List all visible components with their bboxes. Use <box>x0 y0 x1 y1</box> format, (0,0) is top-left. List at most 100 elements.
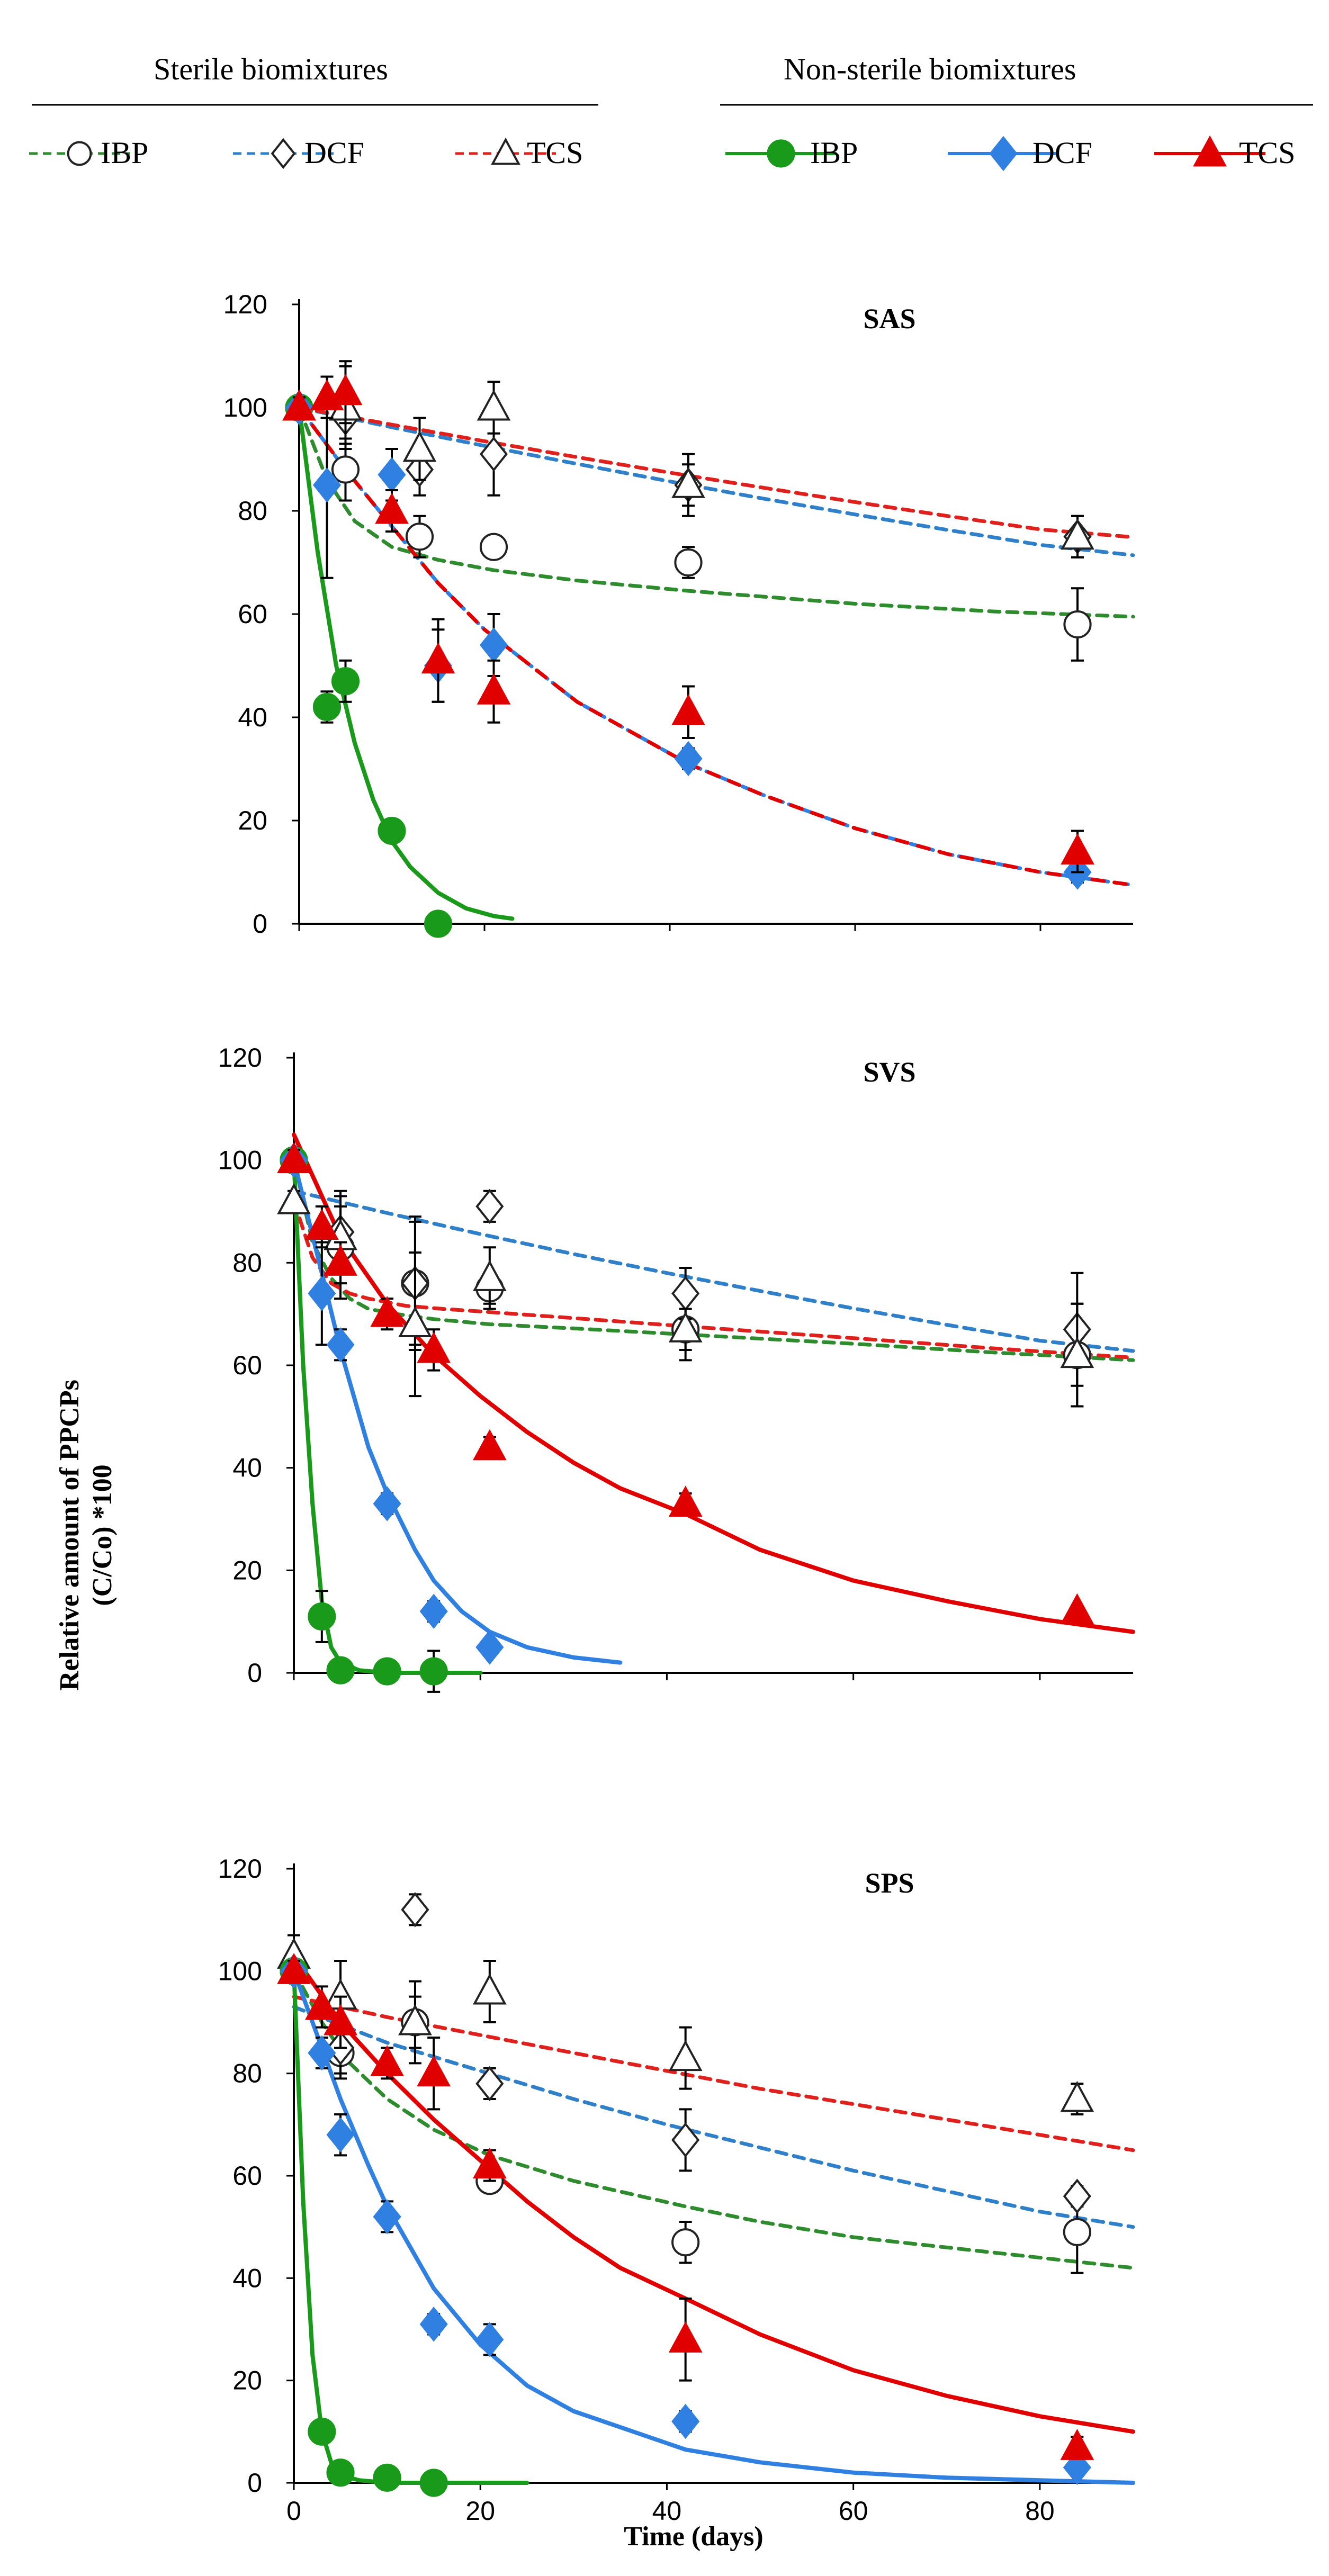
data-point-sas-nonsterile-tcs <box>328 374 363 406</box>
data-point-sps-sterile-ibp <box>1063 2218 1091 2246</box>
data-point-sps-nonsterile-tcs <box>304 1988 339 2020</box>
data-point-sps-nonsterile-ibp <box>419 2469 448 2497</box>
x-tick-label-sps: 0 <box>286 2496 301 2526</box>
data-point-sps-nonsterile-tcs <box>277 1953 311 1984</box>
data-point-sas-nonsterile-ibp <box>378 816 406 845</box>
data-point-sps-nonsterile-dcf <box>475 2322 504 2357</box>
chart-panel-sps: 0 20 40 60 80 100 120 0 20 40 60 80 SPS <box>218 1854 1135 2526</box>
data-point-sas-nonsterile-tcs <box>282 389 316 421</box>
data-point-svs-sterile-tcs <box>668 1311 703 1343</box>
legend-nonsterile-marker-ibp <box>767 139 795 168</box>
y-axis-label-units: (C/Co) *100 <box>87 1464 118 1606</box>
legend-nonsterile-marker-tcs <box>1193 135 1227 167</box>
legend-sterile-label-tcs: TCS <box>527 136 583 170</box>
data-point-sps-nonsterile-ibp <box>373 2463 401 2492</box>
fit-line-svs-sterile-tcs <box>292 1199 1135 1359</box>
data-point-svs-nonsterile-ibp <box>419 1657 448 1686</box>
y-tick-label-svs: 60 <box>232 1350 262 1380</box>
data-point-sps-nonsterile-dcf <box>326 2117 355 2152</box>
data-point-sps-nonsterile-tcs <box>370 2045 404 2076</box>
data-point-sas-nonsterile-tcs <box>421 642 455 674</box>
y-tick-label-svs: 0 <box>247 1658 262 1688</box>
legend-nonsterile-title: Non-sterile biomixtures <box>784 52 1076 86</box>
data-point-sps-nonsterile-tcs <box>324 2004 357 2035</box>
y-tick-label-svs: 100 <box>218 1146 262 1175</box>
data-point-svs-nonsterile-ibp <box>373 1657 401 1686</box>
data-point-svs-nonsterile-tcs <box>1060 1593 1094 1625</box>
x-tick-label-sps: 60 <box>839 2496 868 2526</box>
data-point-sas-nonsterile-ibp <box>424 909 453 938</box>
data-point-sps-sterile-dcf <box>671 2122 700 2158</box>
chart-panel-svs: 0 20 40 60 80 100 120 SVS <box>218 1043 1135 1693</box>
data-point-svs-nonsterile-tcs <box>370 1295 404 1327</box>
data-point-svs-sterile-tcs <box>472 1260 507 1291</box>
data-point-sas-sterile-ibp <box>405 523 434 551</box>
data-point-sas-sterile-ibp <box>1063 610 1092 639</box>
data-point-sas-nonsterile-dcf <box>479 627 508 663</box>
data-point-sas-sterile-ibp <box>331 455 360 484</box>
data-point-sps-nonsterile-tcs <box>417 2055 451 2087</box>
data-point-svs-nonsterile-dcf <box>373 1486 401 1521</box>
legend-sterile-marker-tcs <box>490 137 521 165</box>
x-tick-label-sps: 40 <box>652 2496 682 2526</box>
data-point-svs-nonsterile-ibp <box>308 1602 336 1631</box>
data-point-sas-sterile-ibp <box>479 533 508 561</box>
data-point-sps-sterile-dcf <box>475 2066 504 2102</box>
y-tick-label-svs: 40 <box>232 1453 262 1483</box>
fit-line-sas-sterile-dcf <box>297 406 1135 557</box>
data-point-sas-sterile-tcs <box>402 430 437 462</box>
data-point-sps-sterile-dcf <box>401 1892 429 1928</box>
fit-line-svs-nonsterile-ibp <box>292 1158 483 1675</box>
panel-title-svs: SVS <box>863 1056 915 1088</box>
y-tick-label-svs: 80 <box>232 1248 262 1277</box>
data-point-svs-nonsterile-dcf <box>308 1276 336 1311</box>
data-point-svs-sterile-tcs <box>277 1183 311 1214</box>
data-point-svs-nonsterile-tcs <box>324 1245 357 1276</box>
data-point-sps-sterile-tcs <box>668 2040 703 2071</box>
data-point-svs-nonsterile-tcs <box>472 1429 507 1461</box>
data-point-svs-sterile-tcs <box>398 1306 432 1338</box>
y-tick-label-svs: 20 <box>232 1555 262 1585</box>
data-point-svs-sterile-tcs <box>1060 1337 1094 1368</box>
x-tick-label-sps: 20 <box>465 2496 495 2526</box>
legend-nonsterile-label-dcf: DCF <box>1032 136 1092 170</box>
legend-sterile-marker-dcf <box>271 138 296 169</box>
y-tick-label-sps: 80 <box>232 2059 262 2088</box>
y-tick-label-sps: 120 <box>218 1854 262 1884</box>
y-tick-label-sas: 100 <box>223 393 267 422</box>
y-tick-label-sps: 0 <box>247 2468 262 2498</box>
data-point-sas-sterile-ibp <box>674 548 703 577</box>
data-point-svs-nonsterile-dcf <box>326 1327 355 1363</box>
legend: Sterile biomixtures Non-sterile biomixtu… <box>29 52 1313 172</box>
data-point-sps-sterile-tcs <box>472 1973 507 2005</box>
data-point-sps-nonsterile-dcf <box>671 2403 700 2439</box>
data-point-sas-sterile-tcs <box>671 467 705 498</box>
data-point-svs-nonsterile-tcs <box>417 1331 451 1363</box>
fit-line-sps-sterile-tcs <box>292 1995 1135 2152</box>
legend-sterile-label-ibp: IBP <box>101 136 148 170</box>
data-point-sas-nonsterile-tcs <box>375 492 409 524</box>
y-tick-label-sas: 40 <box>238 702 267 732</box>
data-point-sas-nonsterile-tcs <box>671 694 705 725</box>
data-point-svs-nonsterile-dcf <box>419 1593 448 1629</box>
y-tick-label-svs: 120 <box>218 1043 262 1073</box>
fit-line-sps-nonsterile-tcs <box>292 1953 1135 2434</box>
fit-line-sps-nonsterile-dcf <box>292 1969 1135 2485</box>
fit-line-sas-sterile-tcs <box>297 406 1135 539</box>
data-point-sps-nonsterile-tcs <box>1060 2429 1094 2460</box>
fit-line-sas-sterile-ibp <box>297 406 1135 619</box>
data-point-sas-sterile-tcs <box>1061 518 1094 550</box>
x-axis-label: Time (days) <box>624 2521 763 2552</box>
data-point-sps-sterile-tcs <box>398 2004 432 2035</box>
legend-sterile-label-dcf: DCF <box>304 136 364 170</box>
data-point-sps-sterile-dcf <box>1063 2178 1091 2214</box>
legend-nonsterile-label-ibp: IBP <box>810 136 858 170</box>
x-tick-label-sps: 80 <box>1025 2496 1055 2526</box>
y-tick-label-sps: 100 <box>218 1956 262 1986</box>
data-point-sas-nonsterile-dcf <box>378 457 406 492</box>
y-tick-label-sas: 60 <box>238 599 267 629</box>
fit-line-svs-sterile-dcf <box>292 1189 1135 1353</box>
legend-items: IBP DCF TCS IBP DCF TCS <box>29 135 1295 172</box>
